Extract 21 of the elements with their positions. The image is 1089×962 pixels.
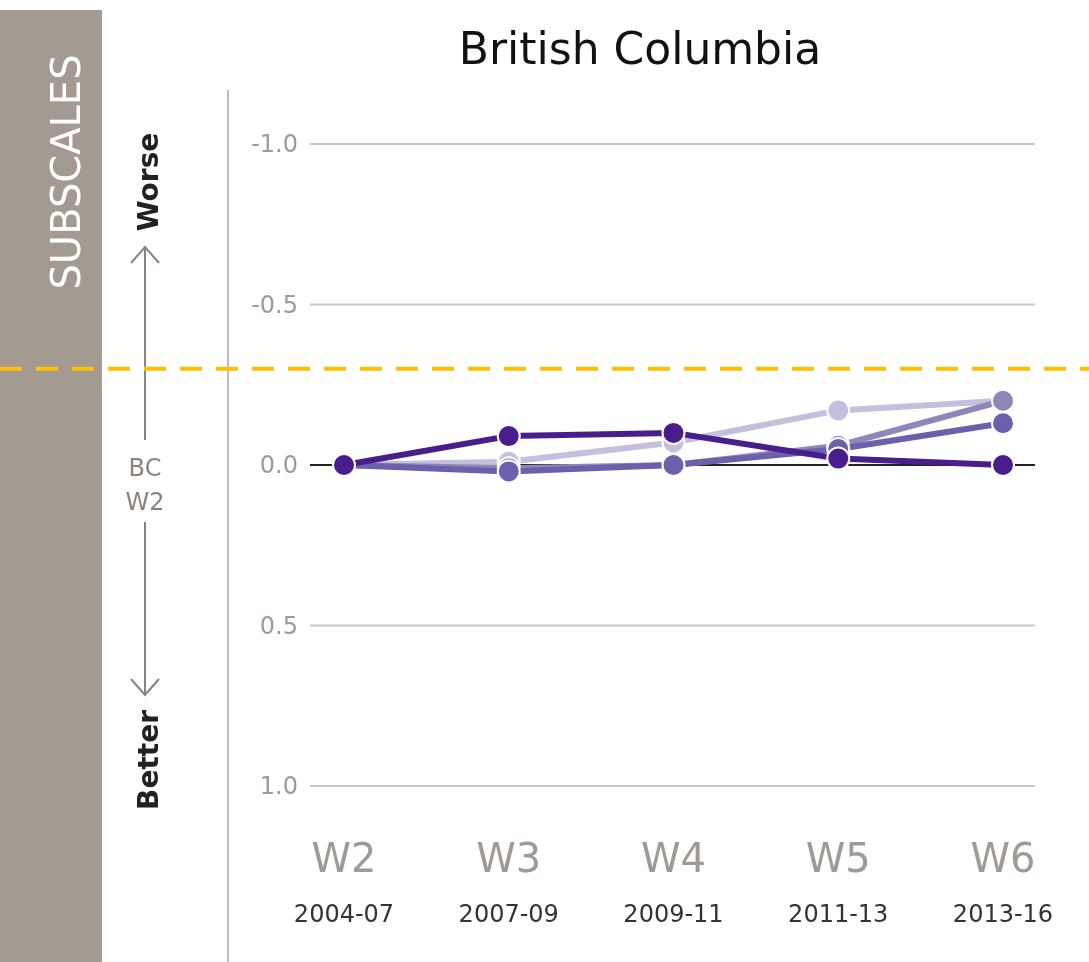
point — [661, 420, 686, 445]
x-tick-label: W2 2004-07 — [293, 835, 395, 928]
point — [826, 398, 851, 423]
y-tick-label: -1.0 — [251, 130, 298, 159]
text: SUBSCALES — [43, 54, 89, 290]
y-tick-label: 0.5 — [259, 611, 298, 640]
point — [826, 446, 851, 471]
x-tick-label: W4 2009-11 — [623, 835, 724, 928]
x-tick-label: W5 2011-13 — [788, 835, 889, 928]
text: Better — [132, 709, 165, 810]
y-tick-label: 0.0 — [259, 451, 298, 480]
point — [991, 453, 1015, 477]
point — [991, 411, 1015, 436]
point — [496, 424, 521, 449]
text: BC W2 — [125, 454, 165, 516]
y-tick-label: -0.5 — [251, 290, 298, 319]
y-tick-label: 1.0 — [259, 772, 298, 801]
x-tick-label: W6 2013-16 — [952, 835, 1054, 928]
chart-title: British Columbia — [458, 23, 822, 74]
x-tick-label: W3 2007-09 — [458, 835, 559, 928]
text: Worse — [132, 132, 165, 232]
